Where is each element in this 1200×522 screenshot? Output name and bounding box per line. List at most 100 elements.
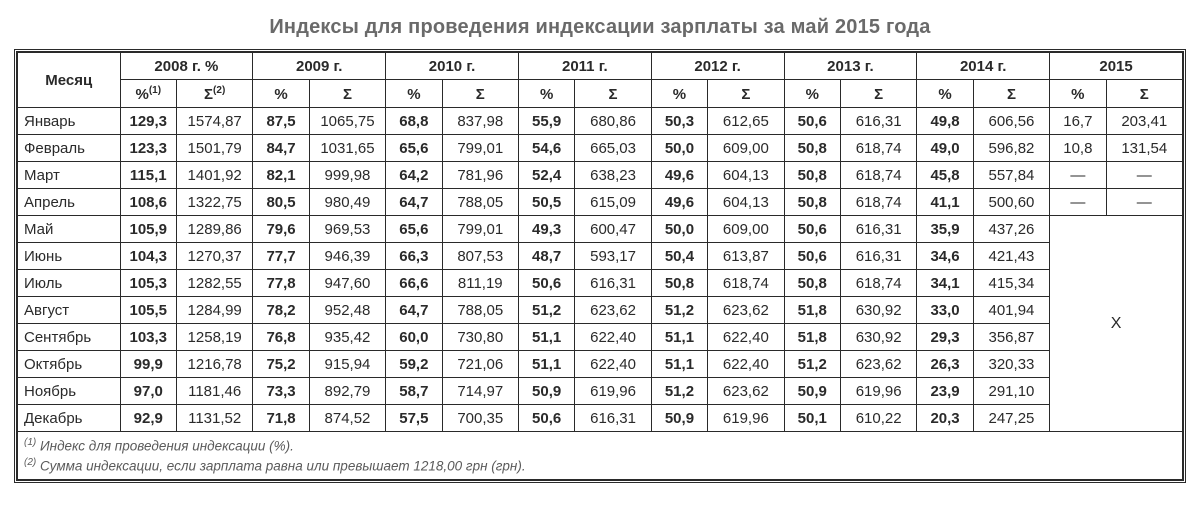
- sum-cell: 609,00: [708, 135, 784, 162]
- sum-cell: 1282,55: [177, 270, 253, 297]
- page-title: Индексы для проведения индексации зарпла…: [14, 16, 1186, 39]
- sum-cell: 892,79: [309, 378, 385, 405]
- sum-cell: 604,13: [708, 162, 784, 189]
- col-year: 2014 г.: [917, 53, 1050, 80]
- pct-cell: 51,8: [784, 324, 841, 351]
- pct-cell: 51,1: [651, 324, 708, 351]
- sum-cell: —: [1106, 162, 1182, 189]
- pct-cell: 41,1: [917, 189, 974, 216]
- sum-cell: 1270,37: [177, 243, 253, 270]
- table-row: Декабрь92,91131,5271,8874,5257,5700,3550…: [18, 405, 1183, 432]
- pct-cell: 51,1: [518, 324, 575, 351]
- sum-cell: 1284,99: [177, 297, 253, 324]
- pct-cell: 80,5: [253, 189, 310, 216]
- sum-cell: 616,31: [841, 108, 917, 135]
- col-pct: %: [917, 80, 974, 108]
- pct-cell: 123,3: [120, 135, 177, 162]
- col-year: 2013 г.: [784, 53, 917, 80]
- col-year: 2015: [1050, 53, 1183, 80]
- col-sum: Σ: [309, 80, 385, 108]
- pct-cell: 33,0: [917, 297, 974, 324]
- pct-cell: 35,9: [917, 216, 974, 243]
- sum-cell: 630,92: [841, 297, 917, 324]
- pct-cell: 50,9: [784, 378, 841, 405]
- sum-cell: 622,40: [575, 324, 651, 351]
- table-row: Май105,91289,8679,6969,5365,6799,0149,36…: [18, 216, 1183, 243]
- col-pct: %: [518, 80, 575, 108]
- merged-x-cell: Х: [1050, 216, 1183, 432]
- pct-cell: 45,8: [917, 162, 974, 189]
- sum-cell: 622,40: [575, 351, 651, 378]
- pct-cell: 84,7: [253, 135, 310, 162]
- sum-cell: 999,98: [309, 162, 385, 189]
- sum-cell: 600,47: [575, 216, 651, 243]
- sum-cell: 980,49: [309, 189, 385, 216]
- pct-cell: 50,8: [651, 270, 708, 297]
- sum-cell: 616,31: [841, 243, 917, 270]
- table-row: Август105,51284,9978,2952,4864,7788,0551…: [18, 297, 1183, 324]
- sum-cell: 356,87: [973, 324, 1049, 351]
- pct-cell: 105,5: [120, 297, 177, 324]
- pct-cell: 50,8: [784, 135, 841, 162]
- pct-cell: 65,6: [386, 135, 443, 162]
- sum-cell: 1131,52: [177, 405, 253, 432]
- pct-cell: 57,5: [386, 405, 443, 432]
- pct-cell: 50,6: [518, 405, 575, 432]
- sum-cell: 1181,46: [177, 378, 253, 405]
- sum-cell: 1258,19: [177, 324, 253, 351]
- pct-cell: 51,2: [784, 351, 841, 378]
- sum-cell: 969,53: [309, 216, 385, 243]
- pct-cell: 104,3: [120, 243, 177, 270]
- pct-cell: 50,5: [518, 189, 575, 216]
- table-row: Июнь104,31270,3777,7946,3966,3807,5348,7…: [18, 243, 1183, 270]
- table-row: Сентябрь103,31258,1976,8935,4260,0730,80…: [18, 324, 1183, 351]
- sum-cell: 557,84: [973, 162, 1049, 189]
- pct-cell: 50,0: [651, 216, 708, 243]
- sum-cell: 665,03: [575, 135, 651, 162]
- sum-cell: 618,74: [841, 270, 917, 297]
- sum-cell: 612,65: [708, 108, 784, 135]
- sum-cell: 700,35: [442, 405, 518, 432]
- pct-cell: 49,6: [651, 162, 708, 189]
- pct-cell: 77,7: [253, 243, 310, 270]
- sum-cell: 623,62: [575, 297, 651, 324]
- pct-cell: 66,6: [386, 270, 443, 297]
- pct-cell: 50,6: [784, 108, 841, 135]
- pct-cell: 60,0: [386, 324, 443, 351]
- sum-cell: 616,31: [841, 216, 917, 243]
- col-pct: %(1): [120, 80, 177, 108]
- sum-cell: 952,48: [309, 297, 385, 324]
- month-cell: Сентябрь: [18, 324, 121, 351]
- pct-cell: 51,2: [518, 297, 575, 324]
- sum-cell: 615,09: [575, 189, 651, 216]
- sum-cell: 946,39: [309, 243, 385, 270]
- pct-cell: 16,7: [1050, 108, 1107, 135]
- sum-cell: 609,00: [708, 216, 784, 243]
- sum-cell: 623,62: [708, 297, 784, 324]
- sum-cell: 247,25: [973, 405, 1049, 432]
- pct-cell: 48,7: [518, 243, 575, 270]
- sum-cell: 874,52: [309, 405, 385, 432]
- col-sum: Σ: [442, 80, 518, 108]
- pct-cell: 50,9: [651, 405, 708, 432]
- pct-cell: 29,3: [917, 324, 974, 351]
- sum-cell: 799,01: [442, 135, 518, 162]
- pct-cell: 50,0: [651, 135, 708, 162]
- pct-cell: 20,3: [917, 405, 974, 432]
- pct-cell: 58,7: [386, 378, 443, 405]
- pct-cell: 79,6: [253, 216, 310, 243]
- sum-cell: 1501,79: [177, 135, 253, 162]
- sum-cell: 421,43: [973, 243, 1049, 270]
- pct-cell: 105,3: [120, 270, 177, 297]
- sum-cell: 618,74: [841, 189, 917, 216]
- pct-cell: 108,6: [120, 189, 177, 216]
- pct-cell: 82,1: [253, 162, 310, 189]
- sum-cell: 606,56: [973, 108, 1049, 135]
- sum-cell: 619,96: [841, 378, 917, 405]
- col-sum: Σ(2): [177, 80, 253, 108]
- col-pct: %: [651, 80, 708, 108]
- pct-cell: 50,9: [518, 378, 575, 405]
- sum-cell: 610,22: [841, 405, 917, 432]
- pct-cell: 54,6: [518, 135, 575, 162]
- sum-cell: 915,94: [309, 351, 385, 378]
